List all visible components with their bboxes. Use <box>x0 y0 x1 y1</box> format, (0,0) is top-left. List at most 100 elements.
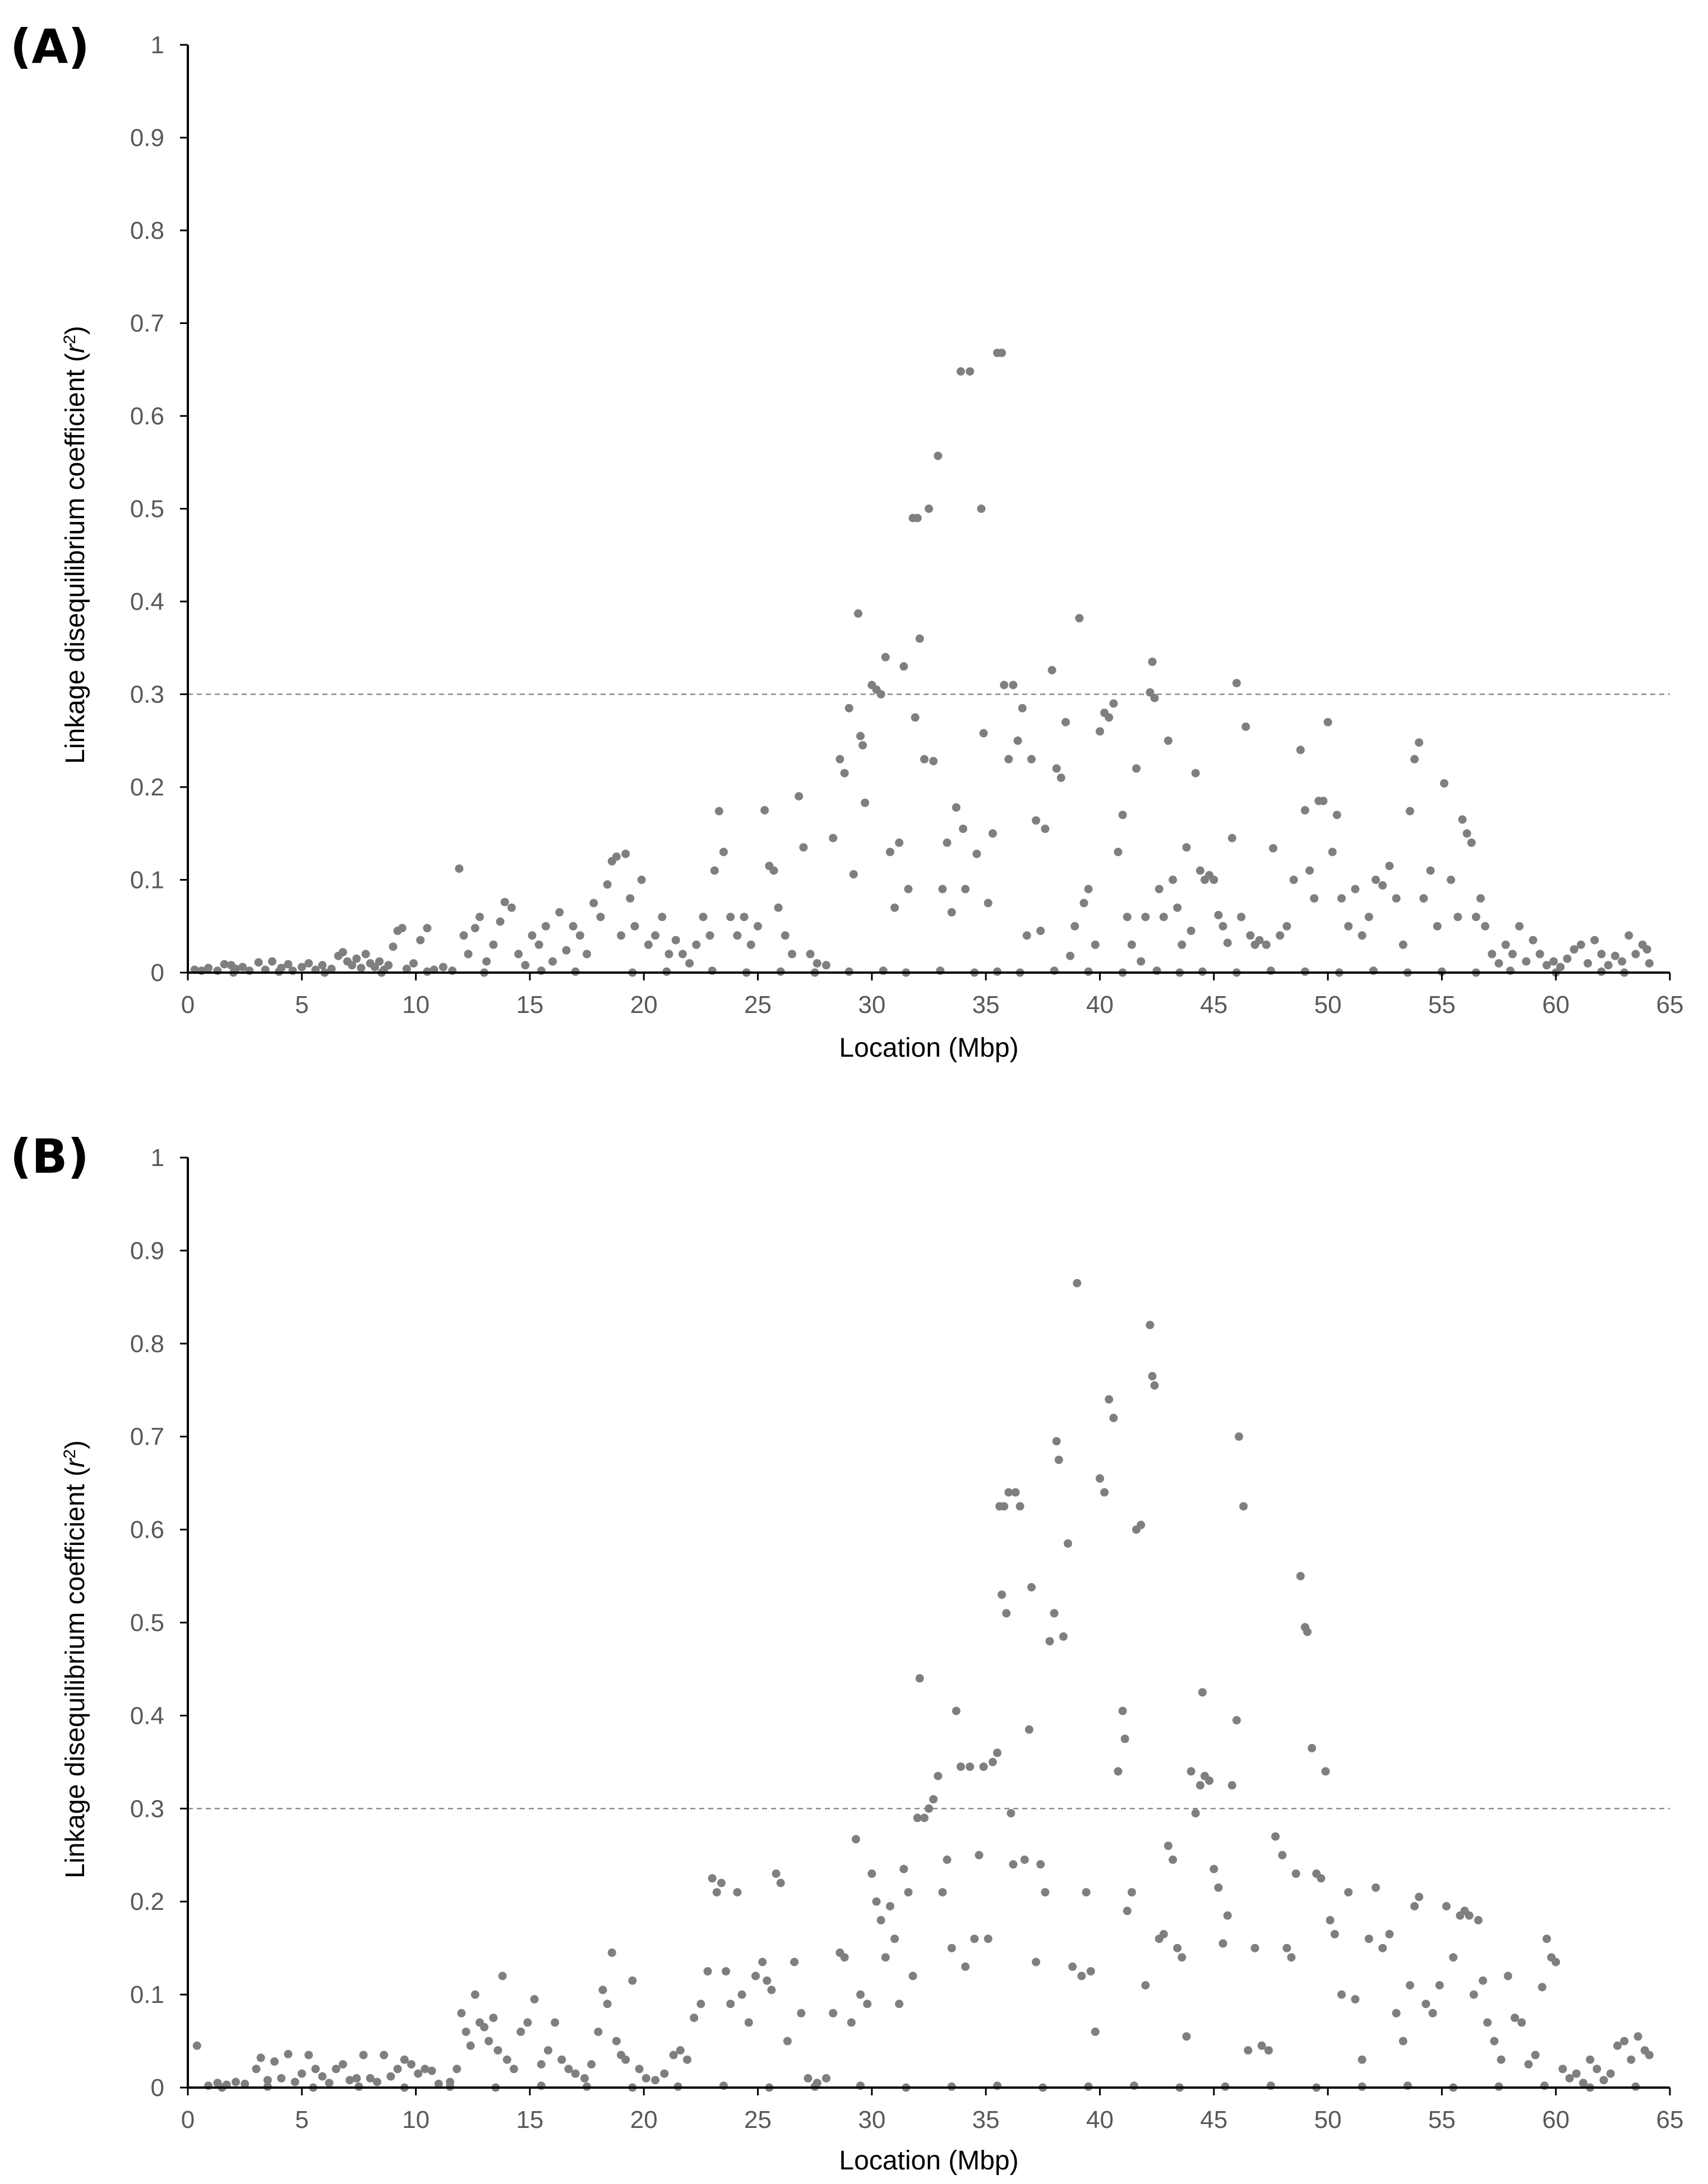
data-point <box>658 913 667 922</box>
y-tick-label: 0.4 <box>130 1702 164 1729</box>
data-point <box>1462 829 1471 838</box>
data-point <box>1141 1981 1150 1989</box>
data-point <box>1105 1395 1114 1404</box>
data-point <box>1440 779 1448 788</box>
data-point <box>1332 811 1341 820</box>
data-point <box>895 2000 904 2009</box>
data-point <box>1358 2055 1367 2064</box>
x-tick-label: 15 <box>516 991 543 1019</box>
data-point <box>348 961 357 970</box>
x-tick-label: 60 <box>1542 2106 1569 2134</box>
data-point <box>705 931 714 940</box>
data-point <box>856 1990 865 1999</box>
data-point <box>1244 2046 1253 2055</box>
data-point <box>712 1888 721 1897</box>
data-point <box>1214 910 1223 919</box>
data-point <box>366 2074 375 2083</box>
data-point <box>966 1762 975 1771</box>
data-point <box>1428 2009 1437 2018</box>
data-point <box>1127 1888 1136 1897</box>
panel-b-data-points <box>192 1279 1654 2092</box>
data-point <box>1004 1488 1013 1497</box>
data-point <box>1232 1716 1241 1725</box>
data-point <box>626 894 635 903</box>
data-point <box>1565 2074 1574 2083</box>
data-point <box>708 1874 717 1883</box>
data-point <box>1569 945 1578 954</box>
data-point <box>1467 838 1476 847</box>
data-point <box>1476 894 1485 903</box>
data-point <box>1508 950 1517 959</box>
data-point <box>1146 1321 1155 1330</box>
data-point <box>699 913 708 922</box>
data-point <box>311 2065 320 2074</box>
data-point <box>500 897 509 906</box>
data-point <box>1091 940 1100 949</box>
data-point <box>1624 931 1633 940</box>
data-point <box>998 1590 1007 1599</box>
data-point <box>1372 1883 1380 1892</box>
data-point <box>858 741 867 749</box>
data-point <box>1146 688 1155 697</box>
data-point <box>598 1986 607 1995</box>
data-point <box>890 903 899 912</box>
data-point <box>1572 2069 1581 2078</box>
data-point <box>1552 1958 1561 1966</box>
data-point <box>587 2060 596 2069</box>
data-point <box>938 1888 947 1897</box>
data-point <box>772 1869 781 1878</box>
data-point <box>1210 876 1218 884</box>
data-point <box>722 1967 731 1976</box>
x-tick-label: 45 <box>1200 991 1227 1019</box>
data-point <box>1542 961 1551 970</box>
data-point <box>544 2046 552 2055</box>
data-point <box>438 963 447 971</box>
data-point <box>621 849 630 858</box>
data-point <box>774 903 783 912</box>
data-point <box>1191 1809 1200 1818</box>
data-point <box>915 634 924 643</box>
data-point <box>895 838 904 847</box>
data-point <box>516 2028 525 2036</box>
data-point <box>851 1835 860 1844</box>
data-point <box>913 1813 922 1822</box>
data-point <box>476 913 484 922</box>
data-point <box>822 961 830 970</box>
data-point <box>1529 936 1538 945</box>
data-point <box>1453 913 1462 922</box>
data-point <box>813 959 821 968</box>
y-tick-label: 0 <box>151 2074 164 2102</box>
data-point <box>1305 866 1314 875</box>
data-point <box>1511 2014 1519 2023</box>
data-point <box>1351 1995 1360 2003</box>
data-point <box>1182 2032 1191 2041</box>
data-point <box>1075 614 1084 623</box>
data-point <box>1549 957 1558 966</box>
data-point <box>733 1888 742 1897</box>
data-point <box>1141 913 1150 922</box>
data-point <box>961 1962 970 1971</box>
data-point <box>1169 1856 1178 1864</box>
data-point <box>284 960 293 969</box>
data-point <box>1022 931 1031 940</box>
data-point <box>1278 1850 1287 1859</box>
data-point <box>1246 931 1255 940</box>
data-point <box>1032 816 1041 825</box>
data-point <box>407 2060 416 2069</box>
data-point <box>1061 718 1070 727</box>
data-point <box>521 961 530 970</box>
data-point <box>498 1972 507 1981</box>
data-point <box>528 931 537 940</box>
data-point <box>1239 1502 1248 1511</box>
data-point <box>744 2018 753 2027</box>
data-point <box>1576 940 1585 949</box>
data-point <box>1419 894 1428 903</box>
data-point <box>607 1948 616 1957</box>
data-point <box>252 2065 261 2074</box>
data-point <box>1123 913 1132 922</box>
data-point <box>641 2074 650 2083</box>
data-point <box>1082 1888 1091 1897</box>
x-tick-label: 10 <box>402 2106 430 2134</box>
data-point <box>959 825 967 833</box>
data-point <box>737 1990 746 1999</box>
